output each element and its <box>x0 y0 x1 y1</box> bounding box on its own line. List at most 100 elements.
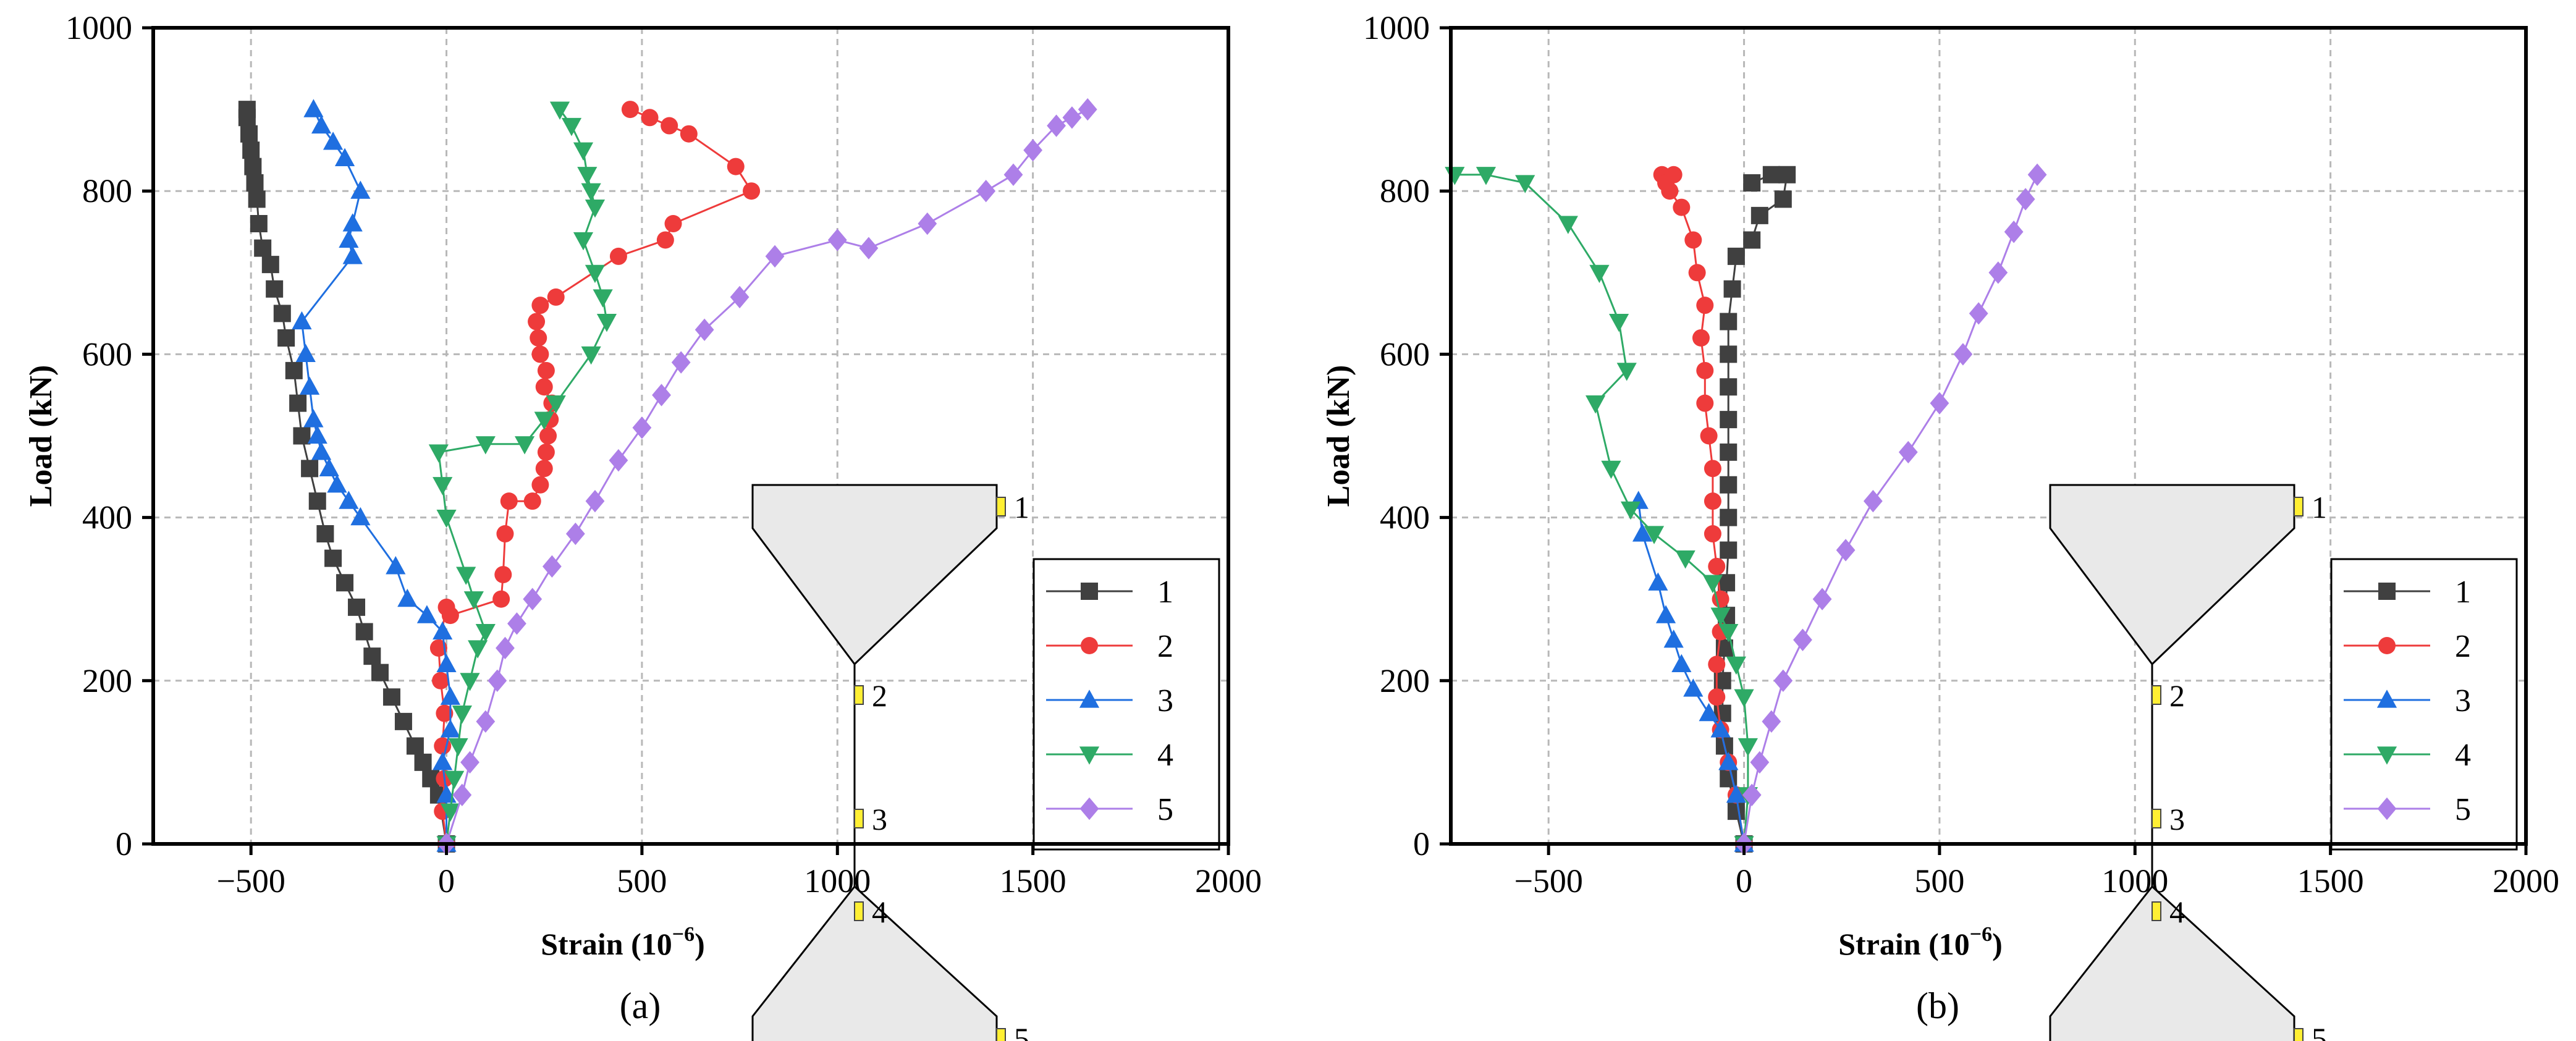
y-tick-label: 600 <box>1380 335 1430 373</box>
data-point <box>293 427 311 445</box>
data-point <box>336 574 354 592</box>
data-point <box>1644 526 1665 544</box>
data-point <box>1720 508 1738 526</box>
data-point <box>311 115 332 134</box>
data-point <box>436 654 457 672</box>
data-point <box>664 215 682 233</box>
data-point <box>534 411 554 430</box>
data-point <box>1969 302 1988 325</box>
y-tick-label: 400 <box>1380 499 1430 536</box>
strain-gauge-4 <box>2152 901 2161 921</box>
data-point <box>1718 623 1739 643</box>
legend-label-1: 1 <box>2455 575 2471 610</box>
y-tick-label: 0 <box>1413 825 1430 862</box>
series-4 <box>1445 167 1758 854</box>
data-point <box>1953 343 1973 366</box>
data-point <box>311 442 332 460</box>
data-point <box>531 476 549 494</box>
series-4 <box>428 101 617 854</box>
data-point <box>1723 280 1741 298</box>
data-point <box>547 288 565 306</box>
data-point <box>339 491 359 509</box>
data-point <box>277 329 295 347</box>
data-point <box>539 427 557 445</box>
data-point <box>1692 329 1710 347</box>
data-point <box>671 351 691 374</box>
data-point <box>918 212 937 235</box>
data-point <box>301 460 319 478</box>
data-point <box>323 132 344 150</box>
data-point <box>859 237 879 259</box>
series-line <box>437 108 753 845</box>
data-point <box>1710 719 1731 738</box>
data-point <box>460 673 480 691</box>
data-point <box>348 598 366 616</box>
legend-label-4: 4 <box>1157 738 1173 773</box>
legend: 1 2 3 4 5 <box>2330 558 2518 851</box>
data-point <box>1726 656 1746 675</box>
data-point <box>549 101 570 120</box>
data-point <box>1713 672 1731 689</box>
x-tick-label: 0 <box>1736 862 1752 900</box>
data-point <box>514 436 535 455</box>
data-point <box>1657 174 1674 192</box>
x-axis-label-exponent: −6 <box>1970 923 1992 946</box>
panel-label: (a) <box>620 985 661 1026</box>
data-point <box>475 623 496 643</box>
data-point <box>242 141 260 159</box>
data-point <box>1762 166 1780 183</box>
data-point <box>1762 710 1781 733</box>
data-point <box>1699 702 1719 722</box>
data-point <box>496 636 515 660</box>
data-point <box>546 395 566 414</box>
data-point <box>1743 231 1761 249</box>
data-point <box>1812 588 1832 610</box>
data-point <box>561 117 582 137</box>
data-point <box>432 672 450 689</box>
gauge-label: 2 <box>872 678 887 713</box>
data-point <box>371 664 389 681</box>
data-point <box>422 770 440 788</box>
data-point <box>429 639 447 657</box>
data-point <box>436 510 457 528</box>
y-tick-label: 0 <box>116 825 132 862</box>
strain-gauge-5 <box>2294 1028 2304 1041</box>
data-point <box>661 117 678 135</box>
data-point <box>1704 492 1721 510</box>
data-point <box>1863 489 1883 513</box>
data-point <box>460 751 479 774</box>
data-point <box>2027 163 2047 186</box>
data-point <box>463 591 484 610</box>
data-point <box>632 416 652 439</box>
data-point <box>246 174 264 192</box>
i-beam-section <box>2049 484 2295 1041</box>
data-point <box>342 246 363 264</box>
data-point <box>641 109 659 127</box>
data-point <box>596 313 617 332</box>
data-point <box>585 200 606 218</box>
data-point <box>1632 523 1653 542</box>
strain-gauge-4 <box>854 901 864 921</box>
data-point <box>440 803 460 822</box>
legend-marker <box>1079 797 1099 820</box>
data-point <box>2004 221 2024 243</box>
data-point <box>609 247 627 265</box>
data-point <box>1700 427 1718 445</box>
legend-label-5: 5 <box>1157 792 1173 827</box>
data-point <box>406 737 424 755</box>
data-point <box>342 213 363 232</box>
data-point <box>507 612 526 635</box>
legend-marker <box>2377 797 2397 820</box>
data-point <box>1750 751 1770 774</box>
gauge-label: 3 <box>2169 802 2185 837</box>
strain-gauge-3 <box>854 809 864 828</box>
series-2 <box>1653 166 1753 853</box>
data-point <box>382 688 400 706</box>
data-point <box>523 588 543 610</box>
data-point <box>537 361 555 379</box>
data-point <box>531 297 549 314</box>
data-point <box>1720 345 1738 363</box>
data-point <box>1720 443 1738 461</box>
data-point <box>1710 607 1731 626</box>
data-point <box>542 555 562 578</box>
